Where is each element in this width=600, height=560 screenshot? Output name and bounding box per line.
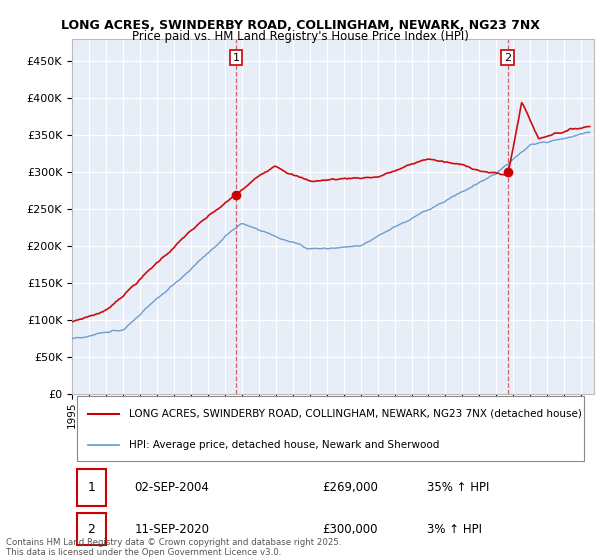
Text: 11-SEP-2020: 11-SEP-2020 [134,523,209,536]
Text: 1: 1 [233,53,239,63]
Text: £300,000: £300,000 [323,523,378,536]
Text: 35% ↑ HPI: 35% ↑ HPI [427,481,490,494]
Text: Contains HM Land Registry data © Crown copyright and database right 2025.
This d: Contains HM Land Registry data © Crown c… [6,538,341,557]
Text: £269,000: £269,000 [323,481,379,494]
Text: 02-SEP-2004: 02-SEP-2004 [134,481,209,494]
Text: 3% ↑ HPI: 3% ↑ HPI [427,523,482,536]
Bar [77,469,106,506]
Bar [77,513,106,545]
Text: 1: 1 [88,481,95,494]
Text: 2: 2 [504,53,511,63]
Text: 2: 2 [88,523,95,536]
Text: LONG ACRES, SWINDERBY ROAD, COLLINGHAM, NEWARK, NG23 7NX (detached house): LONG ACRES, SWINDERBY ROAD, COLLINGHAM, … [130,409,582,419]
Text: HPI: Average price, detached house, Newark and Sherwood: HPI: Average price, detached house, Newa… [130,440,440,450]
Text: LONG ACRES, SWINDERBY ROAD, COLLINGHAM, NEWARK, NG23 7NX: LONG ACRES, SWINDERBY ROAD, COLLINGHAM, … [61,18,539,32]
Text: Price paid vs. HM Land Registry's House Price Index (HPI): Price paid vs. HM Land Registry's House … [131,30,469,43]
